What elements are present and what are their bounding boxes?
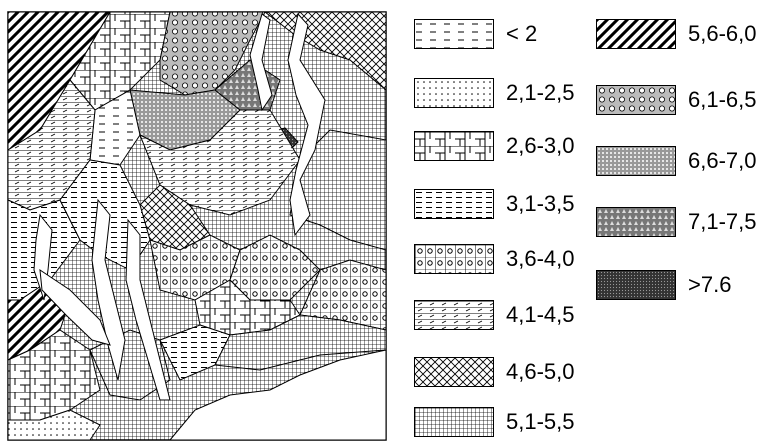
legend-item-gt7-6: >7.6: [596, 270, 731, 300]
swatch-7-1: [596, 207, 676, 237]
legend-item-3-6: 3,6-4,0: [414, 244, 575, 274]
map-area: [7, 11, 387, 441]
swatch-5-1: [414, 407, 494, 437]
legend-label: 2,6-3,0: [506, 133, 575, 158]
legend-label: 6,6-7,0: [688, 148, 757, 173]
legend-item-2-6: 2,6-3,0: [414, 131, 575, 161]
swatch-5-6: [596, 19, 676, 49]
swatch-lt2: [414, 19, 494, 49]
swatch-6-6: [596, 146, 676, 176]
swatch-3-6: [414, 244, 494, 274]
legend-item-3-1: 3,1-3,5: [414, 189, 575, 219]
legend-item-5-6: 5,6-6,0: [596, 19, 757, 49]
legend-label: 4,6-5,0: [506, 359, 575, 384]
legend-item-2-1: 2,1-2,5: [414, 78, 575, 108]
legend-item-4-6: 4,6-5,0: [414, 357, 575, 387]
swatch-6-1: [596, 85, 676, 115]
legend-item-5-1: 5,1-5,5: [414, 407, 575, 437]
swatch-2-6: [414, 131, 494, 161]
legend-item-7-1: 7,1-7,5: [596, 207, 757, 237]
legend-label: 5,1-5,5: [506, 409, 575, 434]
legend-label: 4,1-4,5: [506, 302, 575, 327]
legend-label: 6,1-6,5: [688, 87, 757, 112]
swatch-4-6: [414, 357, 494, 387]
legend-item-lt2: < 2: [414, 19, 537, 49]
legend-item-6-6: 6,6-7,0: [596, 146, 757, 176]
legend-label: 3,1-3,5: [506, 191, 575, 216]
legend-label: 5,6-6,0: [688, 21, 757, 46]
legend-label: 2,1-2,5: [506, 80, 575, 105]
swatch-gt7-6: [596, 270, 676, 300]
legend-item-4-1: 4,1-4,5: [414, 300, 575, 330]
legend-item-6-1: 6,1-6,5: [596, 85, 757, 115]
legend-label: >7.6: [688, 272, 732, 297]
legend-label: < 2: [506, 21, 538, 46]
legend-label: 7,1-7,5: [688, 209, 757, 234]
swatch-4-1: [414, 300, 494, 330]
swatch-3-1: [414, 189, 494, 219]
legend-label: 3,6-4,0: [506, 246, 575, 271]
swatch-2-1: [414, 78, 494, 108]
